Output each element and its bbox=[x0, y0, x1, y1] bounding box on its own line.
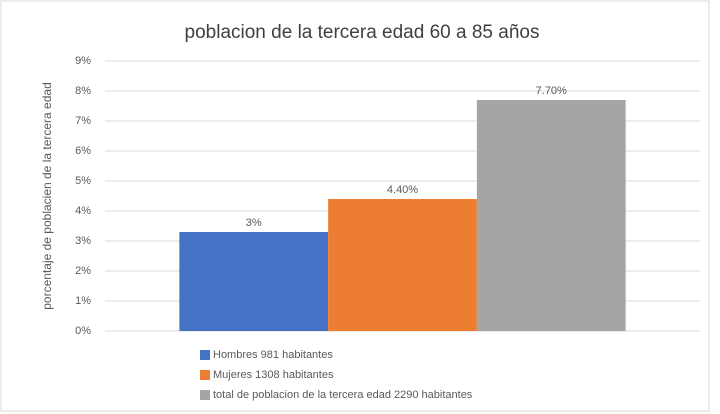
legend-swatch bbox=[200, 370, 210, 380]
legend-label: total de poblacion de la tercera edad 22… bbox=[213, 389, 473, 401]
data-label: 7.70% bbox=[536, 85, 567, 97]
y-tick-label: 9% bbox=[75, 55, 91, 67]
y-tick-label: 7% bbox=[75, 115, 91, 127]
y-axis-label: porcentaje de poblacien de la tercera ed… bbox=[40, 82, 54, 310]
y-tick-label: 4% bbox=[75, 205, 91, 217]
bar bbox=[328, 199, 477, 331]
legend-label: Hombres 981 habitantes bbox=[213, 349, 333, 361]
y-tick-label: 8% bbox=[75, 85, 91, 97]
y-tick-label: 3% bbox=[75, 235, 91, 247]
y-tick-label: 1% bbox=[75, 295, 91, 307]
bar bbox=[179, 232, 329, 331]
y-tick-label: 0% bbox=[75, 325, 91, 337]
chart-title: poblacion de la tercera edad 60 a 85 año… bbox=[185, 22, 540, 43]
data-label: 4.40% bbox=[387, 184, 418, 196]
y-tick-label: 2% bbox=[75, 265, 91, 277]
legend-label: Mujeres 1308 habitantes bbox=[213, 369, 334, 381]
data-label: 3% bbox=[246, 217, 262, 229]
legend-swatch bbox=[200, 350, 210, 360]
y-tick-label: 6% bbox=[75, 145, 91, 157]
y-tick-label: 5% bbox=[75, 175, 91, 187]
bar bbox=[476, 100, 626, 331]
legend-swatch bbox=[200, 390, 210, 400]
